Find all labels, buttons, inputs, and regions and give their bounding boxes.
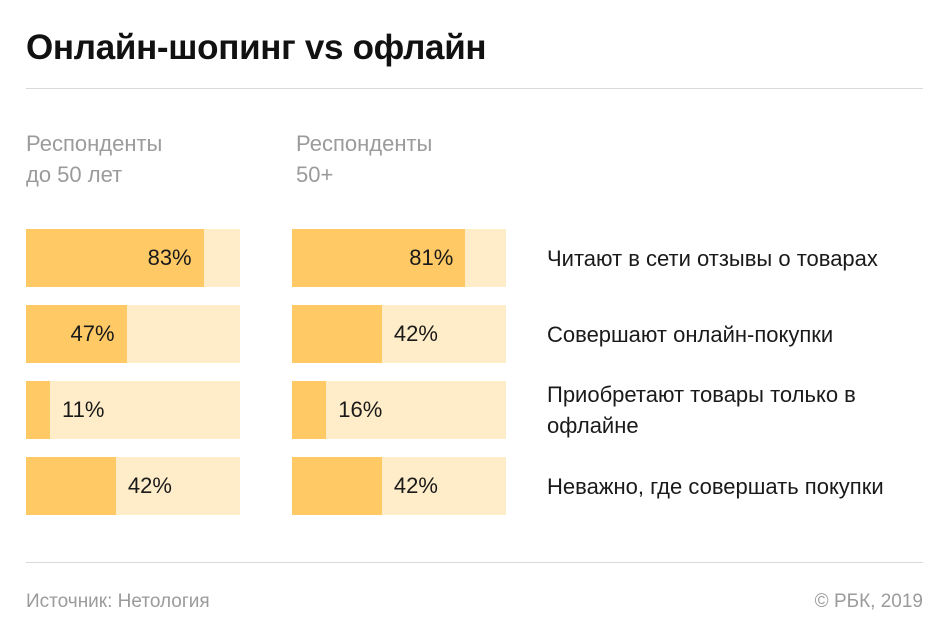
bar xyxy=(292,305,382,363)
data-label: 42% xyxy=(393,473,438,498)
bar xyxy=(292,457,382,515)
bar xyxy=(26,381,50,439)
bar-track: 83% xyxy=(26,229,240,287)
bar-track: 42% xyxy=(26,457,240,515)
bar-track: 47% xyxy=(26,305,240,363)
copyright-note: © РБК, 2019 xyxy=(814,591,923,612)
category-label: Совершают онлайн-покупки xyxy=(547,321,834,347)
category-label: Приобретают товары только в офлайне xyxy=(547,382,856,438)
bar-track: 42% xyxy=(292,305,506,363)
bar-track: 11% xyxy=(26,381,240,439)
group-header-under-50: Респонденты до 50 лет xyxy=(26,131,163,187)
source-note: Источник: Нетология xyxy=(26,591,210,612)
data-label: 42% xyxy=(127,473,172,498)
bar xyxy=(292,381,327,439)
bar xyxy=(26,457,116,515)
bar-track: 16% xyxy=(292,381,506,439)
bar-track: 42% xyxy=(292,457,506,515)
data-label: 16% xyxy=(338,397,383,422)
group-header-50-plus: Респонденты 50+ xyxy=(296,131,433,187)
data-label: 42% xyxy=(393,321,438,346)
category-label: Неважно, где совершать покупки xyxy=(547,473,884,499)
bar-track: 81% xyxy=(292,229,506,287)
data-label: 11% xyxy=(62,397,105,422)
bar xyxy=(26,229,204,287)
category-label: Читают в сети отзывы о товарах xyxy=(547,245,878,271)
data-label: 81% xyxy=(409,245,454,270)
data-label: 83% xyxy=(147,245,192,270)
data-label: 47% xyxy=(70,321,115,346)
bottom-divider xyxy=(26,562,923,563)
chart-title: Онлайн-шопинг vs офлайн xyxy=(26,28,487,67)
top-divider xyxy=(26,88,923,89)
bar xyxy=(26,305,127,363)
bar xyxy=(292,229,466,287)
